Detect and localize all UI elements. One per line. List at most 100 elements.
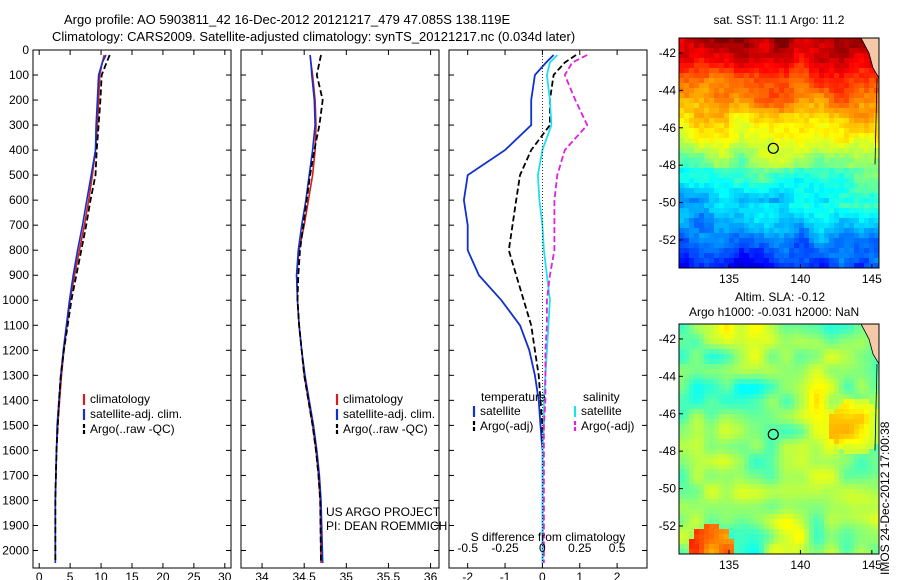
sst-cell bbox=[849, 193, 855, 199]
sst-cell bbox=[854, 238, 860, 244]
sla-cell bbox=[744, 489, 750, 495]
sla-cell bbox=[844, 544, 850, 550]
sla-cell bbox=[709, 514, 715, 520]
sst-map-title: sat. SST: 11.1 Argo: 11.2 bbox=[714, 13, 845, 27]
sst-cell bbox=[719, 118, 725, 124]
sla-cell bbox=[719, 359, 725, 365]
diff-xtick-label: 2 bbox=[614, 570, 621, 580]
sla-cell bbox=[784, 484, 790, 490]
sst-cell bbox=[719, 158, 725, 164]
sla-cell bbox=[779, 359, 785, 365]
sla-cell bbox=[839, 439, 845, 445]
sst-cell bbox=[844, 73, 850, 79]
sst-cell bbox=[779, 88, 785, 94]
sla-cell bbox=[744, 509, 750, 515]
title-line1: Argo profile: AO 5903811_42 16-Dec-2012 … bbox=[64, 12, 511, 27]
sla-cell bbox=[869, 499, 875, 505]
sst-cell bbox=[824, 63, 830, 69]
sst-cell bbox=[829, 113, 835, 119]
sla-cell bbox=[804, 519, 810, 525]
sst-cell bbox=[744, 233, 750, 239]
sst-cell bbox=[684, 238, 690, 244]
sla-cell bbox=[854, 374, 860, 380]
sst-cell bbox=[774, 98, 780, 104]
sst-cell bbox=[789, 148, 795, 154]
sla-cell bbox=[854, 469, 860, 475]
sst-cell bbox=[779, 233, 785, 239]
sst-cell bbox=[874, 143, 879, 149]
sst-cell bbox=[849, 253, 855, 259]
sla-cell bbox=[839, 514, 845, 520]
sal-xtick-label: 35 bbox=[340, 570, 354, 580]
sst-cell bbox=[679, 48, 685, 54]
sla-cell bbox=[819, 369, 825, 375]
sla-cell bbox=[709, 324, 715, 330]
sst-cell bbox=[734, 93, 740, 99]
sla-cell bbox=[804, 334, 810, 340]
sla-cell bbox=[839, 459, 845, 465]
sla-cell bbox=[784, 339, 790, 345]
sst-cell bbox=[704, 228, 710, 234]
sst-cell bbox=[799, 78, 805, 84]
sst-cell bbox=[734, 148, 740, 154]
sla-cell bbox=[784, 514, 790, 520]
sst-cell bbox=[829, 73, 835, 79]
sst-cell bbox=[759, 53, 765, 59]
sla-cell bbox=[834, 514, 840, 520]
sst-cell bbox=[709, 78, 715, 84]
sla-cell bbox=[714, 509, 720, 515]
sla-cell bbox=[809, 479, 815, 485]
sst-cell bbox=[769, 188, 775, 194]
sst-cell bbox=[864, 58, 870, 64]
sal-legend-label: climatology bbox=[343, 392, 403, 406]
sla-cell bbox=[859, 414, 865, 420]
sst-cell bbox=[704, 123, 710, 129]
sst-cell bbox=[729, 133, 735, 139]
sla-cell bbox=[754, 404, 760, 410]
sst-cell bbox=[699, 243, 705, 249]
sla-cell bbox=[804, 489, 810, 495]
sla-cell bbox=[789, 434, 795, 440]
sla-cell bbox=[709, 349, 715, 355]
sst-cell bbox=[689, 128, 695, 134]
sst-cell bbox=[749, 208, 755, 214]
sst-cell bbox=[764, 128, 770, 134]
sst-cell bbox=[694, 253, 700, 259]
sst-cell bbox=[779, 198, 785, 204]
sst-cell bbox=[834, 178, 840, 184]
temp-line-argo---raw--qc- bbox=[54, 54, 111, 563]
sst-cell bbox=[859, 138, 865, 144]
sla-cell bbox=[724, 434, 730, 440]
sst-cell bbox=[679, 43, 685, 49]
sla-cell bbox=[744, 499, 750, 505]
sla-cell bbox=[864, 449, 870, 455]
sst-cell bbox=[844, 118, 850, 124]
sst-cell bbox=[864, 93, 870, 99]
sla-cell bbox=[844, 539, 850, 545]
sla-cell bbox=[834, 534, 840, 540]
sla-cell bbox=[819, 544, 825, 550]
sla-cell bbox=[824, 329, 830, 335]
sla-cell bbox=[834, 464, 840, 470]
sla-cell bbox=[764, 489, 770, 495]
sst-cell bbox=[824, 213, 830, 219]
sla-cell bbox=[714, 364, 720, 370]
sst-cell bbox=[839, 43, 845, 49]
sla-cell bbox=[809, 324, 815, 330]
sst-cell bbox=[704, 128, 710, 134]
sla-cell bbox=[694, 419, 700, 425]
sla-cell bbox=[764, 394, 770, 400]
sla-cell bbox=[804, 354, 810, 360]
sla-cell bbox=[794, 364, 800, 370]
sst-cell bbox=[829, 213, 835, 219]
sst-cell bbox=[774, 68, 780, 74]
sst-cell bbox=[834, 63, 840, 69]
sst-cell bbox=[764, 103, 770, 109]
sst-cell bbox=[874, 193, 879, 199]
sla-cell bbox=[844, 534, 850, 540]
sst-cell bbox=[714, 138, 720, 144]
sla-cell bbox=[689, 549, 695, 554]
sst-cell bbox=[739, 73, 745, 79]
sla-cell bbox=[764, 534, 770, 540]
sst-cell bbox=[844, 38, 850, 44]
